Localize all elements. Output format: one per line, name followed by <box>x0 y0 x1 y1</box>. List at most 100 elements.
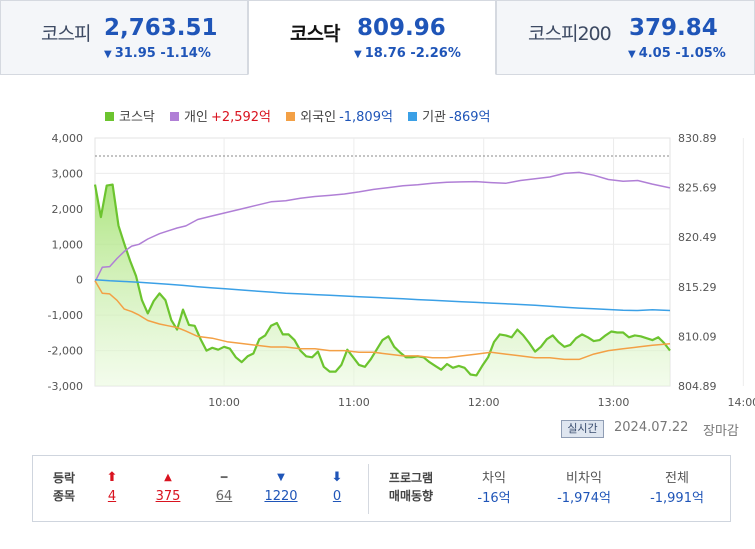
tab-kospi200-value: 379.84 <box>629 15 718 41</box>
legend-label-foreign: 외국인 <box>300 110 337 125</box>
breadth-limit-up: ⬆ 4 <box>97 469 127 507</box>
breadth-flat-count[interactable]: 64 <box>215 489 233 504</box>
tab-kosdaq-rate: -2.26% <box>410 46 461 61</box>
tab-kospi200-change: ▼ 4.05 -1.05% <box>628 46 726 61</box>
tab-kospi[interactable]: 코스피 2,763.51 ▼ 31.95 -1.14% <box>0 0 248 75</box>
program-arbitrage-head: 차익 <box>482 471 506 486</box>
y-left-tick-label: 2,000 <box>52 203 84 216</box>
series-line-institution <box>94 278 671 312</box>
tab-kospi-rate: -1.14% <box>160 46 211 61</box>
y-left-tick-label: -3,000 <box>48 380 83 393</box>
legend-item-foreign[interactable]: 외국인 -1,809억 <box>286 106 393 125</box>
program-arbitrage: 차익 -16억 <box>454 469 534 509</box>
market-status: 장마감 <box>703 424 739 439</box>
tab-kosdaq-change: ▼ 18.76 -2.26% <box>354 46 461 61</box>
legend-swatch-institution <box>408 112 418 121</box>
x-tick-label: 10:00 <box>208 396 240 409</box>
breadth-down: ▼ 1220 <box>261 469 301 507</box>
x-tick-label: 11:00 <box>338 396 370 409</box>
breadth-label: 등락 종목 <box>47 469 81 505</box>
tab-kosdaq[interactable]: 코스닥 809.96 ▼ 18.76 -2.26% <box>248 0 496 75</box>
chart-axis-labels: 4,000 3,000 2,000 1,000 0 -1,000 -2,000 -3,000 8… <box>48 132 755 409</box>
breadth-up-count[interactable]: 375 <box>155 489 181 504</box>
chart-lines <box>93 171 671 377</box>
breadth-limit-down: ⬇ 0 <box>322 469 352 507</box>
down-arrow-icon: ▼ <box>628 49 636 60</box>
legend-value-foreign: -1,809억 <box>339 110 393 125</box>
breadth-label-line1: 등락 <box>52 471 76 485</box>
legend-item-individual[interactable]: 개인 +2,592억 <box>170 106 271 125</box>
legend-value-individual: +2,592억 <box>210 110 272 125</box>
limit-down-arrow-icon: ⬇ <box>331 470 343 485</box>
breadth-down-count[interactable]: 1220 <box>264 489 298 504</box>
market-breadth-panel: 등락 종목 ⬆ 4 ▲ 375 ━ 64 ▼ 1220 ⬇ 0 프로그램 매매동… <box>32 455 731 522</box>
y-left-tick-label: 0 <box>76 274 83 287</box>
tab-kospi-name: 코스피 <box>41 23 91 45</box>
legend-item-kosdaq[interactable]: 코스닥 <box>105 106 155 125</box>
panel-divider <box>368 464 369 514</box>
legend-label-kosdaq: 코스닥 <box>119 110 155 125</box>
flat-dash-icon: ━ <box>220 471 228 484</box>
program-total-head: 전체 <box>665 471 689 486</box>
series-area-kosdaq <box>95 184 670 386</box>
y-left-tick-label: -2,000 <box>48 345 83 358</box>
tab-kospi-change-value: 31.95 <box>114 46 156 61</box>
legend-label-individual: 개인 <box>184 110 208 125</box>
y-left-tick-label: 1,000 <box>52 238 84 251</box>
program-label: 프로그램 매매동향 <box>383 469 439 505</box>
program-non-arbitrage-head: 비차익 <box>566 471 602 486</box>
x-tick-label: 12:00 <box>468 396 500 409</box>
down-arrow-icon: ▼ <box>354 49 362 60</box>
down-triangle-icon: ▼ <box>277 472 285 483</box>
program-total: 전체 -1,991억 <box>637 469 717 509</box>
x-tick-label: 13:00 <box>598 396 630 409</box>
program-label-line2: 매매동향 <box>388 489 434 503</box>
series-line-foreign <box>94 280 671 361</box>
investor-trend-chart: 4,000 3,000 2,000 1,000 0 -1,000 -2,000 -3,000 8… <box>48 132 755 409</box>
program-total-value: -1,991억 <box>650 491 704 506</box>
y-right-tick-label: 830.89 <box>678 132 717 145</box>
down-arrow-icon: ▼ <box>104 49 112 60</box>
y-right-tick-label: 825.69 <box>678 182 717 195</box>
chart-area <box>95 184 670 386</box>
breadth-flat: ━ 64 <box>209 469 239 507</box>
tab-kospi-value: 2,763.51 <box>104 15 218 41</box>
legend-swatch-individual <box>170 112 180 121</box>
realtime-date: 2024.07.22 <box>614 420 689 435</box>
tab-kospi-change: ▼ 31.95 -1.14% <box>104 46 211 61</box>
tab-kospi200-name: 코스피200 <box>528 23 612 45</box>
breadth-up: ▲ 375 <box>150 469 186 507</box>
up-triangle-icon: ▲ <box>164 472 172 483</box>
y-left-tick-label: 4,000 <box>52 132 84 145</box>
legend-label-institution: 기관 <box>422 110 446 125</box>
tab-kosdaq-value: 809.96 <box>357 15 446 41</box>
program-non-arbitrage: 비차익 -1,974억 <box>544 469 624 509</box>
y-right-tick-label: 820.49 <box>678 231 717 244</box>
realtime-button[interactable]: 실시간 <box>561 420 604 438</box>
tab-kospi200-change-value: 4.05 <box>638 46 671 61</box>
program-label-line1: 프로그램 <box>388 471 434 485</box>
breadth-limit-down-count[interactable]: 0 <box>332 489 342 504</box>
legend-value-institution: -869억 <box>449 110 491 125</box>
tab-kospi200[interactable]: 코스피200 379.84 ▼ 4.05 -1.05% <box>496 0 755 75</box>
legend-swatch-kosdaq <box>105 112 114 121</box>
x-tick-label: 14:00 <box>727 396 755 409</box>
y-right-tick-label: 815.29 <box>678 281 717 294</box>
series-line-kosdaq <box>93 183 671 377</box>
program-non-arbitrage-value: -1,974억 <box>557 491 611 506</box>
legend-swatch-foreign <box>286 112 296 121</box>
tab-kosdaq-change-value: 18.76 <box>364 46 406 61</box>
y-right-tick-label: 810.09 <box>678 330 717 343</box>
program-arbitrage-value: -16억 <box>477 491 511 506</box>
y-left-tick-label: 3,000 <box>52 167 84 180</box>
tab-kospi200-rate: -1.05% <box>675 46 726 61</box>
chart-legend: 코스닥 개인 +2,592억 외국인 -1,809억 기관 -869억 <box>105 106 501 125</box>
breadth-label-line2: 종목 <box>52 489 76 503</box>
series-line-individual <box>94 171 671 283</box>
tab-kosdaq-name: 코스닥 <box>290 23 340 45</box>
legend-item-institution[interactable]: 기관 -869억 <box>408 106 490 125</box>
breadth-limit-up-count[interactable]: 4 <box>107 489 117 504</box>
y-left-tick-label: -1,000 <box>48 309 83 322</box>
index-tabs: 코스피 2,763.51 ▼ 31.95 -1.14% 코스닥 809.96 ▼ 1… <box>0 0 755 78</box>
limit-up-arrow-icon: ⬆ <box>106 470 118 485</box>
